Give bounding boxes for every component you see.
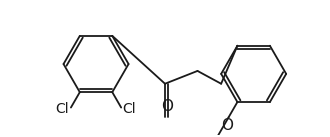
Text: Cl: Cl — [122, 102, 136, 115]
Text: Cl: Cl — [55, 102, 69, 115]
Text: O: O — [221, 118, 234, 133]
Text: O: O — [161, 99, 173, 114]
